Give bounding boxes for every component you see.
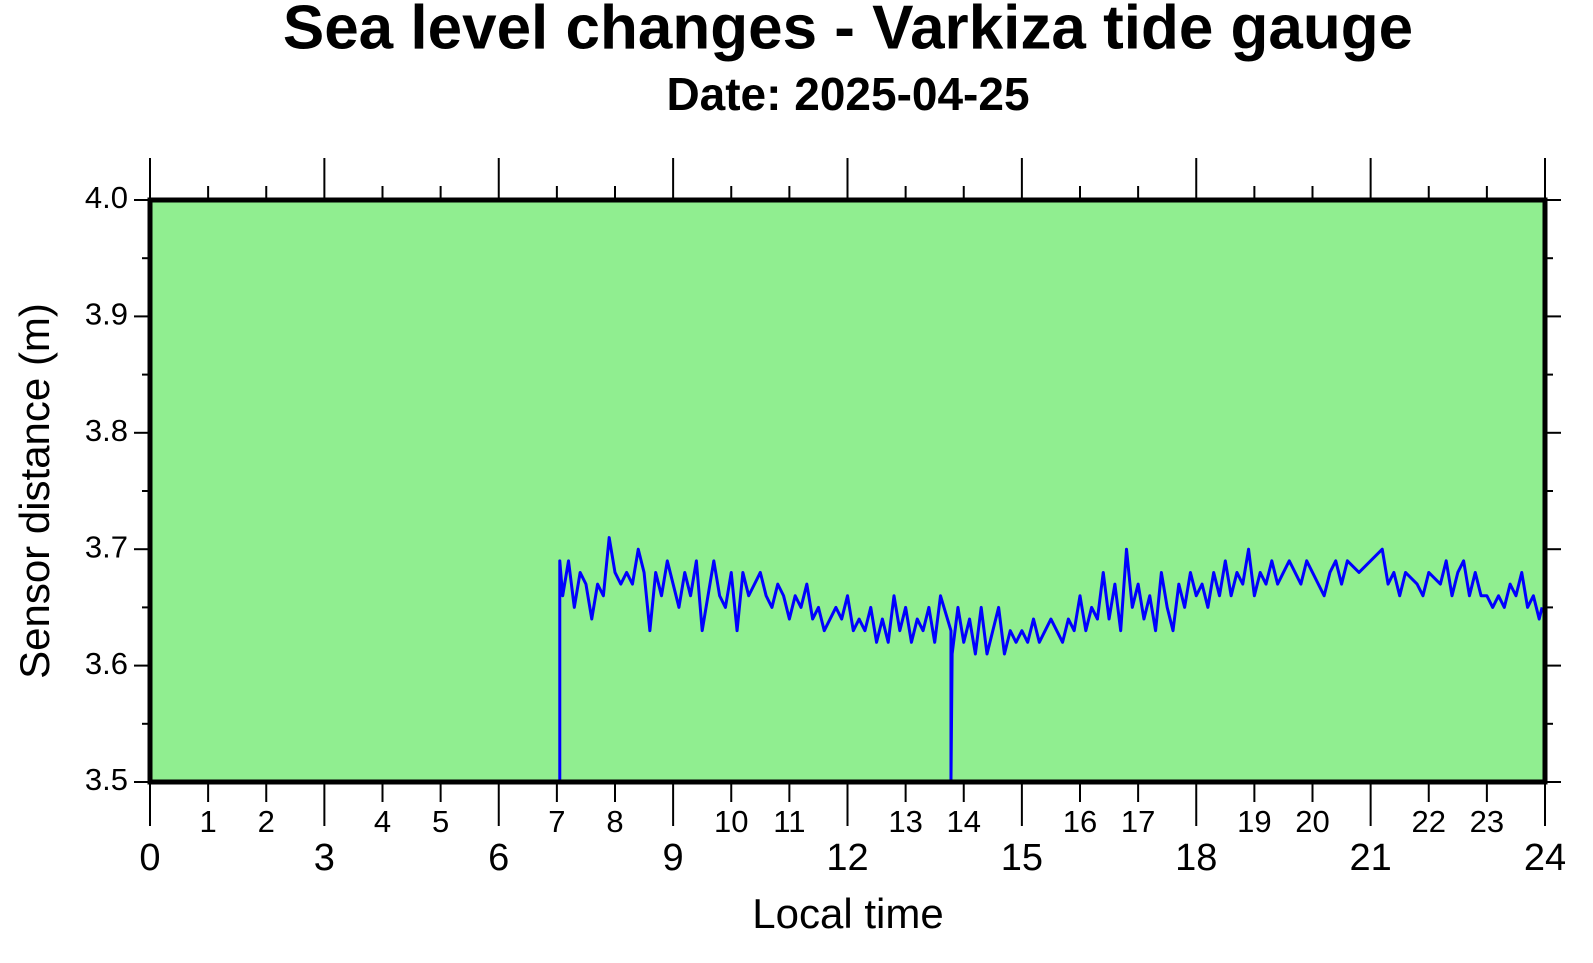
x-minor-tick-label: 10 [714, 804, 748, 839]
x-minor-tick-label: 22 [1412, 804, 1446, 839]
y-tick-label: 3.7 [85, 529, 128, 564]
data-line [558, 536, 1544, 784]
plot-frame [147, 197, 1548, 785]
y-tick-label: 4.0 [85, 180, 128, 215]
x-tick-label: 9 [663, 837, 684, 879]
x-minor-tick-label: 14 [947, 804, 981, 839]
x-minor-tick-label: 16 [1063, 804, 1097, 839]
plot-background [150, 200, 1545, 782]
x-tick-label: 15 [1001, 837, 1043, 879]
x-tick-label: 24 [1524, 837, 1566, 879]
x-tick-label: 12 [826, 837, 868, 879]
chart-title: Sea level changes - Varkiza tide gauge [283, 0, 1413, 62]
x-tick-label: 21 [1349, 837, 1391, 879]
y-tick-label: 3.6 [85, 646, 128, 681]
y-tick-label: 3.5 [85, 762, 128, 797]
x-minor-tick-label: 4 [374, 804, 391, 839]
x-minor-tick-label: 7 [548, 804, 565, 839]
x-tick-label: 6 [488, 837, 509, 879]
x-tick-label: 3 [314, 837, 335, 879]
chart-subtitle: Date: 2025-04-25 [666, 68, 1029, 120]
y-tick-label: 3.9 [85, 297, 128, 332]
x-tick-label: 0 [139, 837, 160, 879]
x-minor-tick-label: 23 [1470, 804, 1504, 839]
x-minor-tick-label: 17 [1121, 804, 1155, 839]
y-axis-label: Sensor distance (m) [11, 303, 58, 679]
x-minor-tick-label: 11 [773, 804, 805, 839]
x-minor-tick-label: 19 [1237, 804, 1271, 839]
x-tick-label: 18 [1175, 837, 1217, 879]
y-tick-label: 3.8 [85, 413, 128, 448]
x-minor-tick-label: 13 [888, 804, 922, 839]
x-minor-tick-label: 1 [200, 804, 217, 839]
x-minor-tick-label: 5 [432, 804, 449, 839]
x-minor-tick-label: 8 [606, 804, 623, 839]
x-axis-label: Local time [752, 890, 943, 937]
x-minor-tick-label: 20 [1295, 804, 1329, 839]
x-minor-tick-label: 2 [258, 804, 275, 839]
